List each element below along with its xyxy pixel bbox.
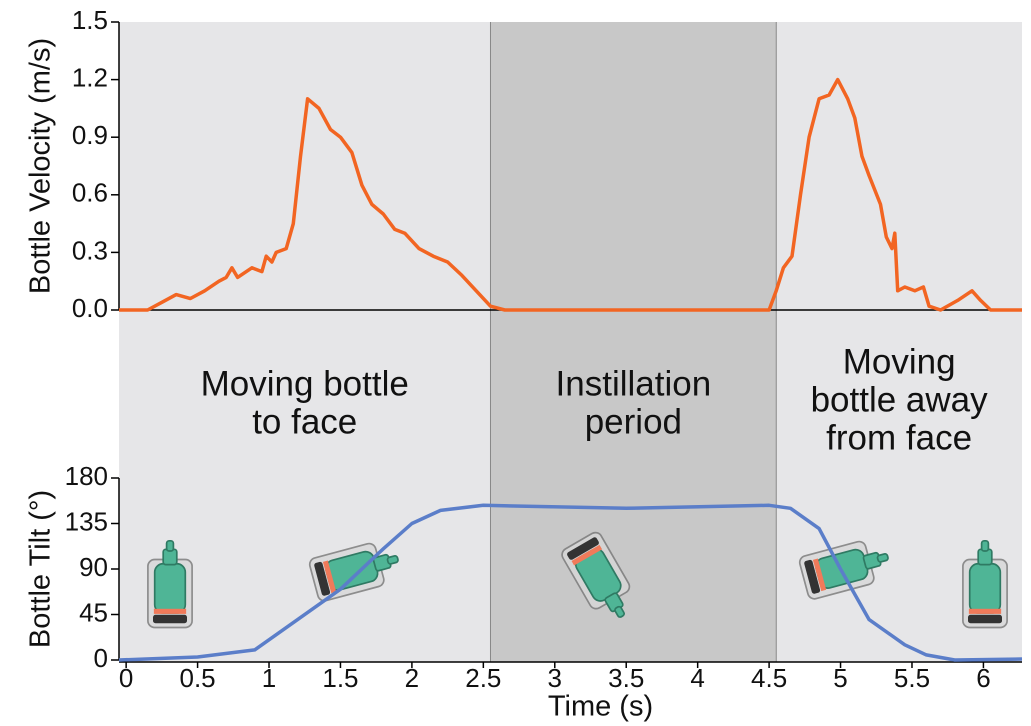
x-tick-label: 5.5 [894, 663, 930, 693]
x-tick-label: 2.5 [465, 663, 501, 693]
x-tick-label: 2 [405, 663, 419, 693]
region-label: Instillation [556, 364, 712, 403]
y-tick-label: 90 [79, 552, 108, 582]
x-tick-label: 3 [548, 663, 562, 693]
y-tick-label: 0.6 [72, 178, 108, 208]
region-label: from face [826, 418, 972, 457]
y-tick-label: 0.0 [72, 293, 108, 323]
x-tick-label: 3.5 [608, 663, 644, 693]
x-tick-label: 4 [690, 663, 704, 693]
y-axis-label: Bottle Velocity (m/s) [25, 38, 57, 294]
y-tick-label: 0.3 [72, 235, 108, 265]
region [490, 22, 777, 662]
region-label: period [585, 402, 682, 441]
y-axis-label: Bottle Tilt (°) [25, 490, 57, 648]
x-tick-label: 4.5 [751, 663, 787, 693]
region-label: bottle away [811, 380, 989, 419]
y-tick-label: 45 [79, 597, 108, 627]
data-line [119, 77, 1022, 312]
x-tick-label: 6 [976, 663, 990, 693]
x-tick-label: 0 [119, 663, 133, 693]
x-tick-label: 0.5 [180, 663, 216, 693]
region-label: Moving bottle [201, 364, 409, 403]
data-line [118, 503, 1023, 662]
x-tick-label: 5 [833, 663, 847, 693]
region-label: Moving [843, 342, 956, 381]
x-tick-label: 1.5 [322, 663, 358, 693]
y-tick-label: 0.9 [72, 120, 108, 150]
y-tick-label: 1.5 [72, 5, 108, 35]
y-tick-label: 180 [65, 461, 108, 491]
y-tick-label: 135 [65, 506, 108, 536]
y-tick-label: 0 [94, 643, 108, 673]
region-label: to face [252, 402, 357, 441]
y-tick-label: 1.2 [72, 62, 108, 92]
x-tick-label: 1 [262, 663, 276, 693]
x-axis-label: Time (s) [548, 691, 653, 723]
